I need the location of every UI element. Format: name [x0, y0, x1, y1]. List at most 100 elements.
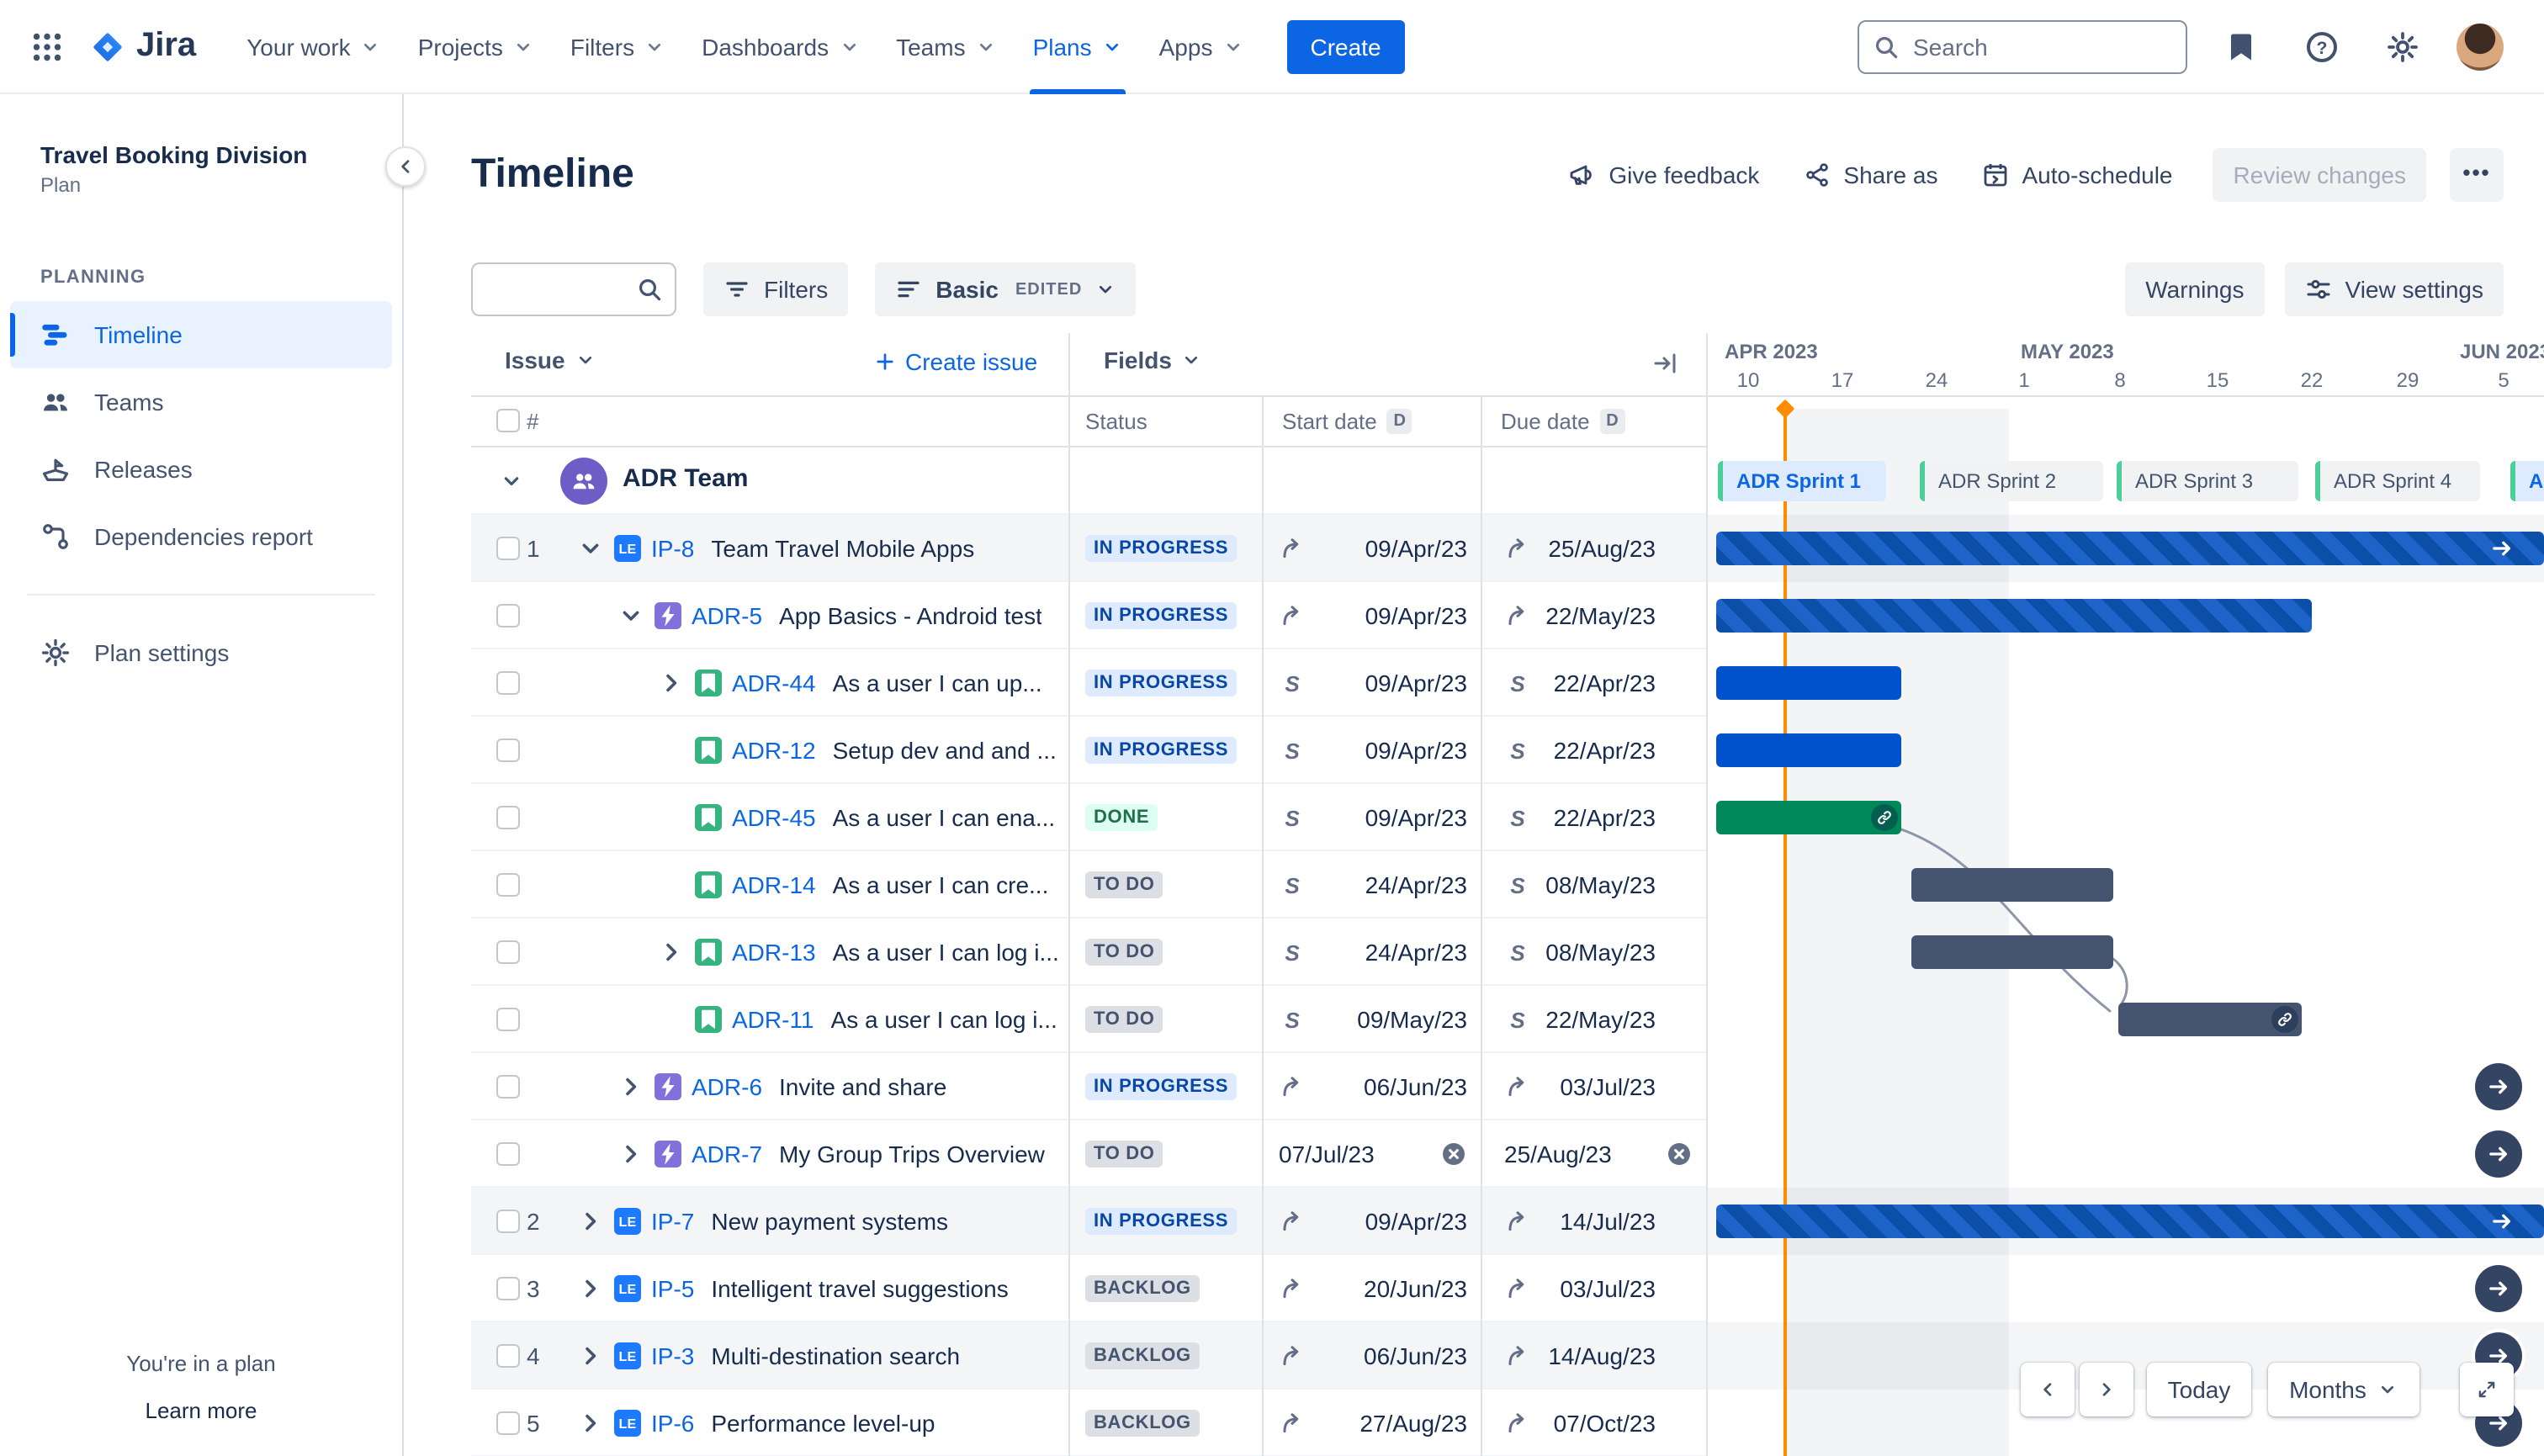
- due-date-cell[interactable]: 22/May/23: [1481, 582, 1706, 649]
- date-value[interactable]: 09/Apr/23: [1365, 535, 1467, 562]
- create-issue-button[interactable]: Create issue: [875, 348, 1037, 375]
- row-checkbox[interactable]: [496, 1210, 520, 1233]
- status-badge[interactable]: IN PROGRESS: [1085, 1208, 1238, 1235]
- due-date-cell[interactable]: S 08/May/23: [1481, 851, 1706, 919]
- gantt-bar[interactable]: [1716, 733, 1901, 767]
- date-value[interactable]: 22/Apr/23: [1553, 737, 1656, 764]
- nav-item-your-work[interactable]: Your work: [230, 19, 398, 73]
- issue-key-link[interactable]: ADR-45: [732, 804, 816, 831]
- clear-date-icon[interactable]: [1666, 1141, 1693, 1167]
- global-search-input[interactable]: [1858, 19, 2187, 73]
- view-settings-button[interactable]: View settings: [2284, 262, 2504, 316]
- date-value[interactable]: 20/Jun/23: [1364, 1275, 1467, 1302]
- scroll-left-button[interactable]: [2021, 1363, 2075, 1416]
- start-date-cell[interactable]: 07/Jul/23: [1262, 1120, 1481, 1188]
- status-badge[interactable]: IN PROGRESS: [1085, 602, 1238, 629]
- start-date-cell[interactable]: S 24/Apr/23: [1262, 851, 1481, 919]
- date-value[interactable]: 07/Jul/23: [1279, 1141, 1375, 1167]
- date-value[interactable]: 22/Apr/23: [1553, 670, 1656, 696]
- due-date-cell[interactable]: 03/Jul/23: [1481, 1053, 1706, 1120]
- sidebar-item-dependencies-report[interactable]: Dependencies report: [10, 503, 392, 570]
- chevron-right-icon[interactable]: [658, 939, 685, 966]
- gantt-bar[interactable]: [1911, 935, 2113, 969]
- issue-key-link[interactable]: IP-8: [651, 535, 695, 562]
- user-avatar[interactable]: [2457, 23, 2504, 70]
- chevron-down-icon[interactable]: [577, 535, 604, 562]
- issue-key-link[interactable]: ADR-13: [732, 939, 816, 966]
- issue-key-link[interactable]: ADR-12: [732, 737, 816, 764]
- warnings-button[interactable]: Warnings: [2125, 262, 2265, 316]
- share-as-button[interactable]: Share as: [1786, 145, 1954, 205]
- issue-title[interactable]: Intelligent travel suggestions: [711, 1275, 1009, 1302]
- start-date-cell[interactable]: S 09/Apr/23: [1262, 784, 1481, 851]
- status-badge[interactable]: BACKLOG: [1085, 1275, 1200, 1302]
- status-badge[interactable]: DONE: [1085, 804, 1158, 831]
- chevron-right-icon[interactable]: [658, 670, 685, 696]
- due-date-cell[interactable]: S 22/May/23: [1481, 986, 1706, 1053]
- due-date-cell[interactable]: S 22/Apr/23: [1481, 649, 1706, 717]
- issue-key-link[interactable]: IP-3: [651, 1342, 695, 1369]
- fullscreen-button[interactable]: [2460, 1363, 2514, 1416]
- zoom-level-button[interactable]: Months: [2268, 1363, 2419, 1416]
- offscreen-bar-indicator[interactable]: [2475, 1063, 2522, 1110]
- date-value[interactable]: 14/Jul/23: [1560, 1208, 1656, 1235]
- date-value[interactable]: 09/Apr/23: [1365, 602, 1467, 629]
- view-selector-button[interactable]: Basic EDITED: [875, 262, 1137, 316]
- team-name[interactable]: ADR Team: [623, 464, 749, 493]
- review-changes-button[interactable]: Review changes: [2213, 148, 2426, 202]
- sidebar-item-plan-settings[interactable]: Plan settings: [10, 619, 392, 686]
- due-date-cell[interactable]: 14/Jul/23: [1481, 1188, 1706, 1255]
- row-checkbox[interactable]: [496, 1277, 520, 1300]
- clear-date-icon[interactable]: [1440, 1141, 1467, 1167]
- collapse-fields-button[interactable]: [1652, 350, 1679, 382]
- start-date-cell[interactable]: 27/Aug/23: [1262, 1390, 1481, 1456]
- issue-key-link[interactable]: ADR-44: [732, 670, 816, 696]
- nav-item-apps[interactable]: Apps: [1142, 19, 1260, 73]
- issue-key-link[interactable]: IP-7: [651, 1208, 695, 1235]
- status-badge[interactable]: IN PROGRESS: [1085, 737, 1238, 764]
- date-value[interactable]: 08/May/23: [1545, 939, 1656, 966]
- date-value[interactable]: 09/Apr/23: [1365, 670, 1467, 696]
- start-date-cell[interactable]: 09/Apr/23: [1262, 582, 1481, 649]
- row-checkbox[interactable]: [496, 604, 520, 627]
- app-switcher-button[interactable]: [20, 19, 74, 73]
- auto-schedule-button[interactable]: Auto-schedule: [1965, 145, 2190, 205]
- scroll-right-button[interactable]: [2080, 1363, 2133, 1416]
- chevron-right-icon[interactable]: [617, 1141, 644, 1167]
- issue-title[interactable]: Multi-destination search: [711, 1342, 961, 1369]
- date-value[interactable]: 22/May/23: [1545, 1006, 1656, 1033]
- more-actions-button[interactable]: •••: [2450, 148, 2504, 202]
- row-checkbox[interactable]: [496, 1142, 520, 1166]
- date-value[interactable]: 25/Aug/23: [1548, 535, 1656, 562]
- start-date-cell[interactable]: S 09/Apr/23: [1262, 717, 1481, 784]
- status-badge[interactable]: TO DO: [1085, 871, 1163, 898]
- sidebar-collapse-button[interactable]: [385, 146, 426, 187]
- issue-key-link[interactable]: IP-6: [651, 1410, 695, 1437]
- date-value[interactable]: 22/Apr/23: [1553, 804, 1656, 831]
- gantt-bar[interactable]: [1716, 801, 1901, 834]
- row-checkbox[interactable]: [496, 940, 520, 964]
- nav-item-teams[interactable]: Teams: [879, 19, 1012, 73]
- date-value[interactable]: 08/May/23: [1545, 871, 1656, 898]
- sprint-chip[interactable]: ADR Sprint 1: [1718, 461, 1886, 501]
- issue-title[interactable]: Invite and share: [779, 1073, 947, 1100]
- issue-title[interactable]: My Group Trips Overview: [779, 1141, 1045, 1167]
- offscreen-bar-indicator[interactable]: [2475, 1265, 2522, 1312]
- gantt-bar[interactable]: [1716, 599, 2312, 633]
- sidebar-item-timeline[interactable]: Timeline: [10, 301, 392, 368]
- status-badge[interactable]: TO DO: [1085, 939, 1163, 966]
- issue-title[interactable]: As a user I can log i...: [832, 939, 1059, 966]
- start-date-cell[interactable]: S 24/Apr/23: [1262, 919, 1481, 986]
- date-value[interactable]: 09/Apr/23: [1365, 737, 1467, 764]
- issue-key-link[interactable]: ADR-14: [732, 871, 816, 898]
- start-date-cell[interactable]: 06/Jun/23: [1262, 1322, 1481, 1390]
- date-value[interactable]: 24/Apr/23: [1365, 939, 1467, 966]
- sprint-chip[interactable]: ADR Sprint 4: [2315, 461, 2480, 501]
- start-date-cell[interactable]: 20/Jun/23: [1262, 1255, 1481, 1322]
- row-checkbox[interactable]: [496, 537, 520, 560]
- gantt-bar[interactable]: [1716, 666, 1901, 700]
- issue-title[interactable]: Setup dev and and ...: [832, 737, 1057, 764]
- status-badge[interactable]: BACKLOG: [1085, 1410, 1200, 1437]
- issue-title[interactable]: App Basics - Android test: [779, 602, 1042, 629]
- nav-item-filters[interactable]: Filters: [554, 19, 681, 73]
